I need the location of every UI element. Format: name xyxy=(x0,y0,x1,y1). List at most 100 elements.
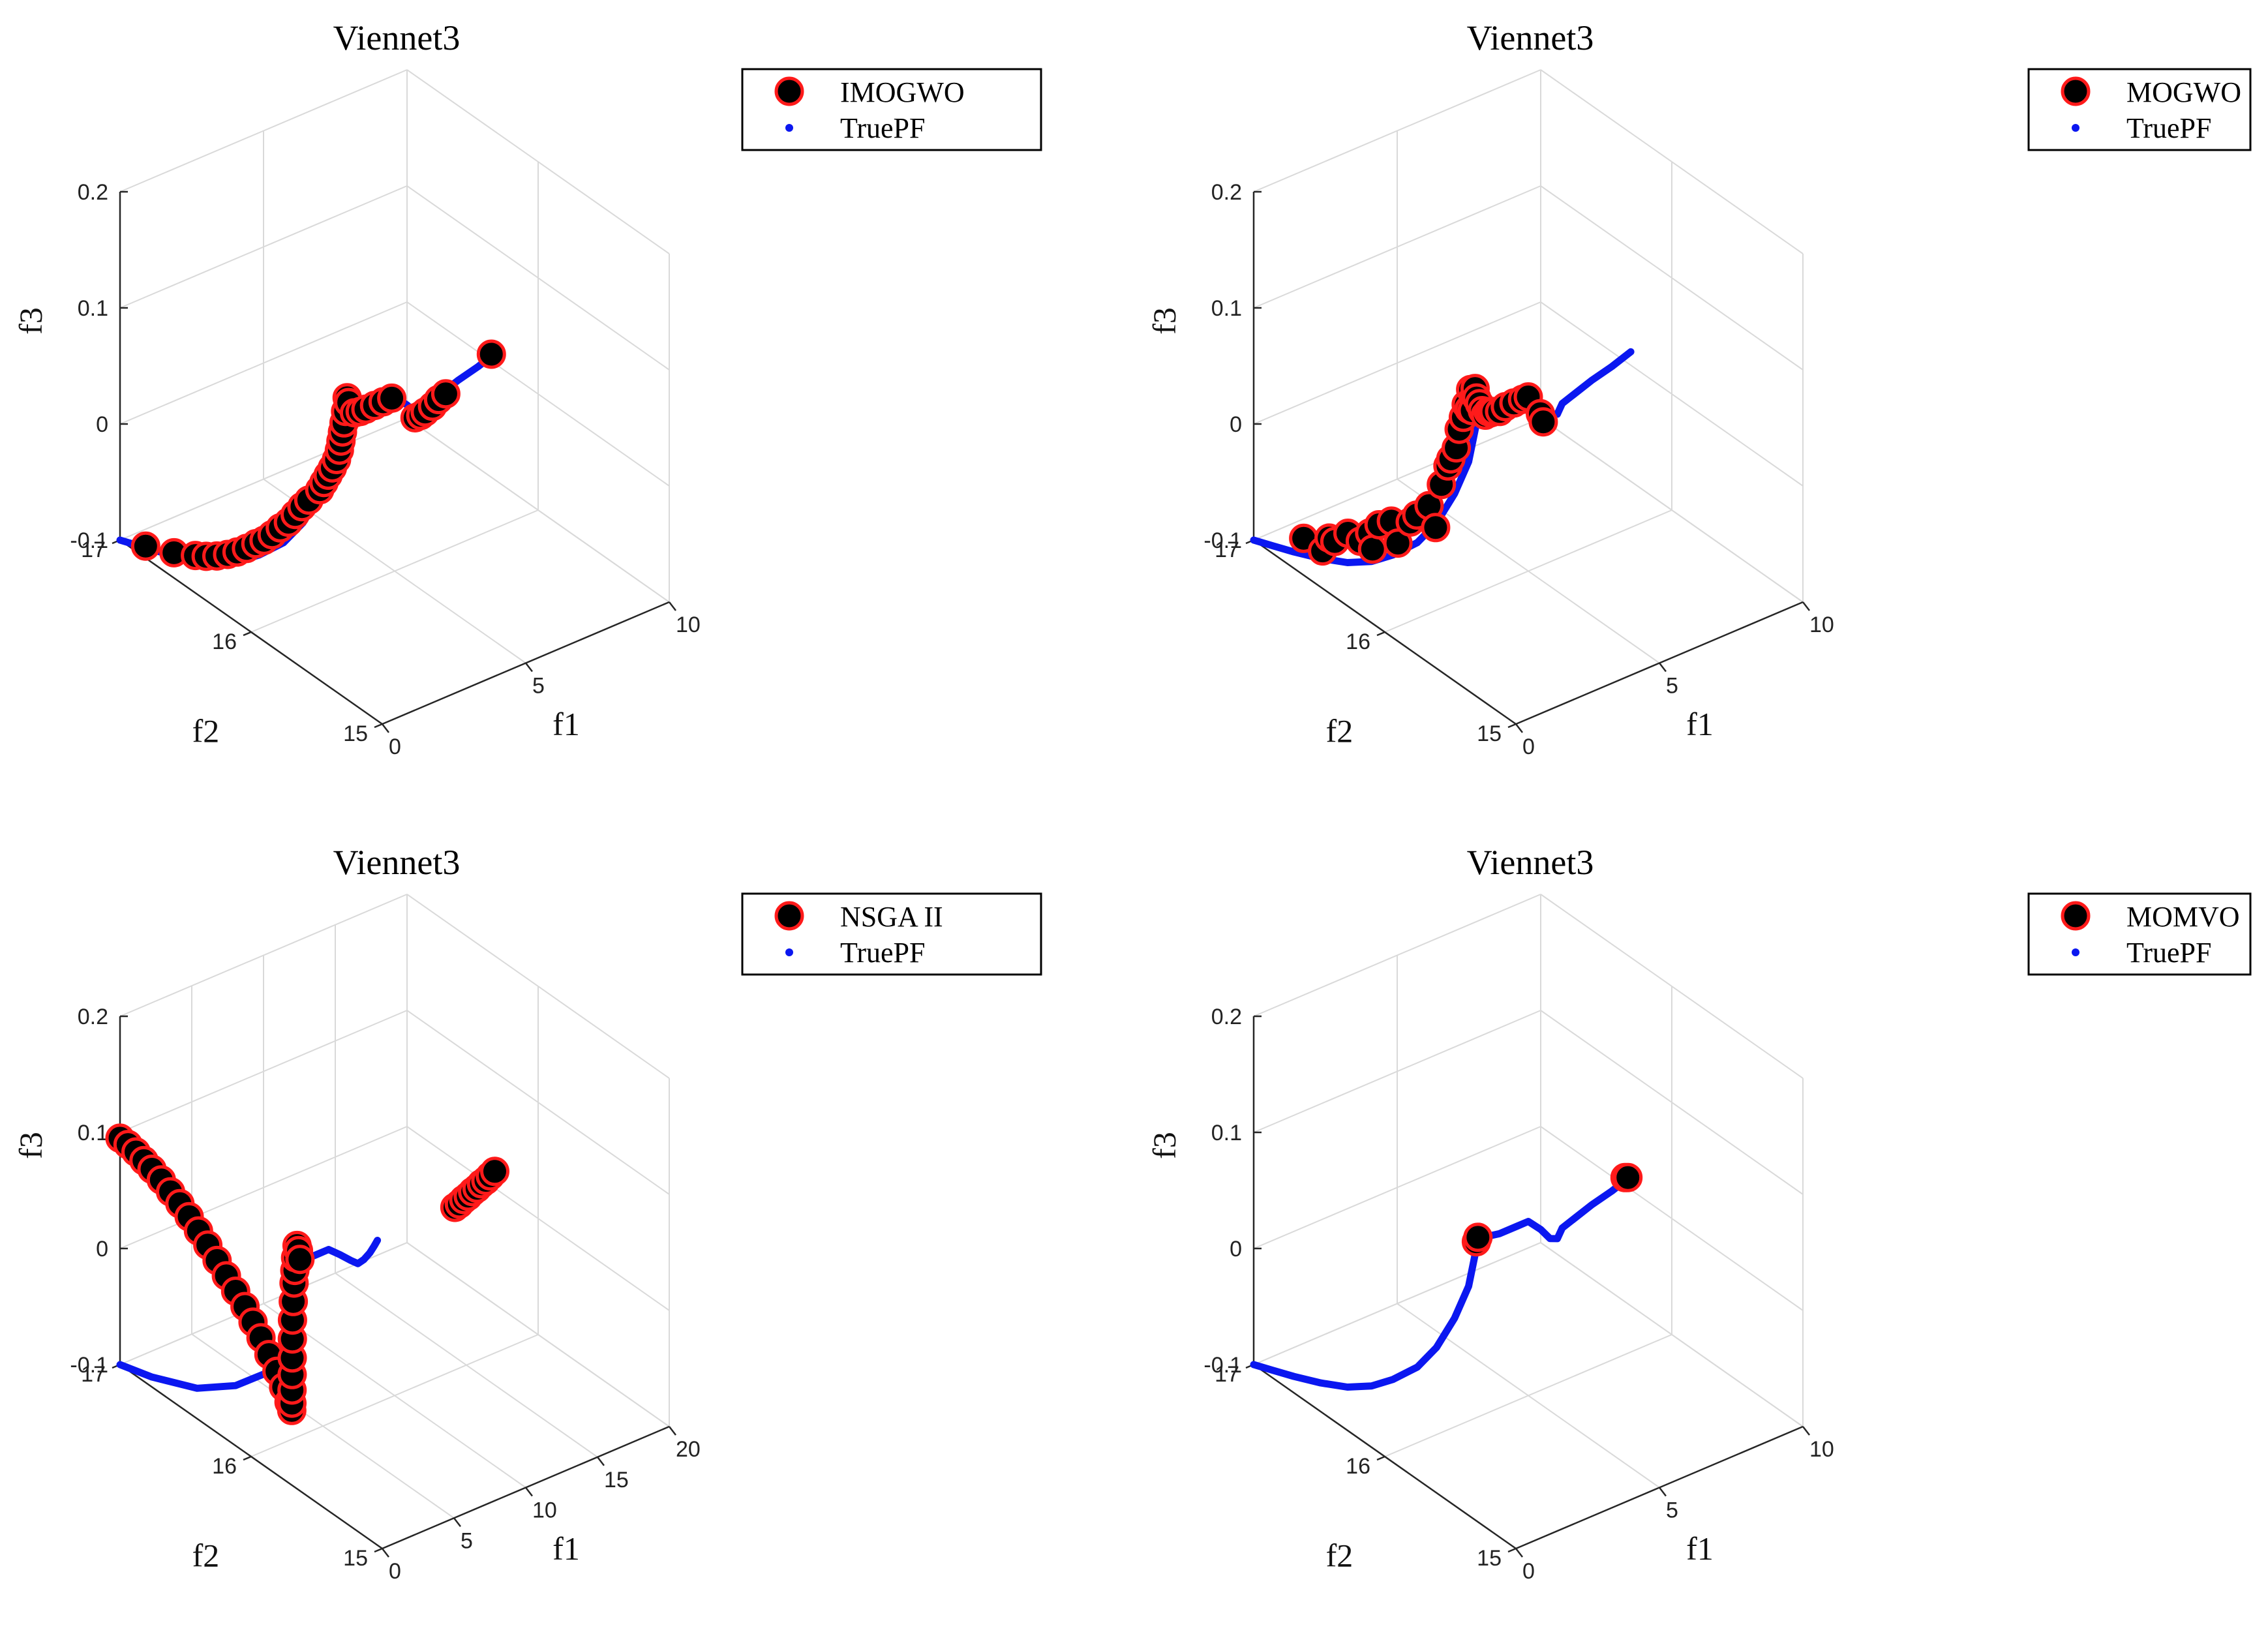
grid-line xyxy=(1253,417,1541,541)
x-tick-label: 5 xyxy=(1666,1498,1678,1523)
x-tick-label: 10 xyxy=(1809,1437,1834,1462)
y-tick-label: 15 xyxy=(343,1546,368,1571)
z-tick-label: 0.2 xyxy=(1211,180,1242,205)
y-tick-label: 16 xyxy=(212,629,237,654)
chart-panel-nsga-ii: 0 5 10 15 20 15 16 17 -0.1 0 0.1 0.2 f1 f2 f3 Viennet3 N… xyxy=(0,824,1134,1649)
x-tick-mark xyxy=(525,1487,533,1497)
x-tick-mark xyxy=(669,1426,676,1436)
chart-panel-momvo: 0 5 10 15 16 17 -0.1 0 0.1 0.2 f1 f2 f3 Viennet3 MOMVO… xyxy=(1134,824,2267,1649)
y-tick-label: 17 xyxy=(81,1362,106,1387)
z-tick-label: 0.1 xyxy=(1211,1121,1242,1145)
grid-line xyxy=(119,417,408,541)
x-tick-mark xyxy=(1515,1548,1523,1558)
x-tick-mark xyxy=(1659,662,1667,673)
x-tick-label: 10 xyxy=(532,1498,557,1523)
legend-marker-truepf xyxy=(785,948,793,956)
data-point xyxy=(285,1245,315,1275)
y-tick-mark xyxy=(1376,1455,1385,1461)
data-point xyxy=(130,531,160,561)
legend-label-points: MOMVO xyxy=(2126,901,2240,933)
y-axis-label: f2 xyxy=(192,712,220,749)
x-tick-mark xyxy=(382,723,389,733)
z-tick-label: -0.1 xyxy=(70,528,108,553)
z-tick-label: 0.1 xyxy=(78,1121,108,1145)
y-tick-label: 16 xyxy=(1346,1454,1370,1479)
data-point xyxy=(377,383,407,413)
z-tick-label: 0.2 xyxy=(78,180,108,205)
z-axis-label: f3 xyxy=(1146,1132,1183,1159)
y-tick-label: 17 xyxy=(81,537,106,562)
z-axis-label: f3 xyxy=(12,307,49,335)
y-tick-mark xyxy=(1507,723,1517,729)
y-tick-mark xyxy=(1507,1547,1517,1553)
data-point xyxy=(1383,528,1413,558)
x-axis-label: f1 xyxy=(552,1530,580,1567)
x-axis-label: f1 xyxy=(1686,706,1714,742)
legend: MOGWO TruePF xyxy=(2027,68,2252,151)
grid-line xyxy=(1384,1334,1672,1457)
legend-label-points: NSGA II xyxy=(840,901,943,933)
data-point xyxy=(1357,534,1387,564)
chart-title: Viennet3 xyxy=(333,843,461,882)
y-tick-label: 16 xyxy=(1346,629,1370,654)
data-point xyxy=(431,379,461,409)
legend-marker-truepf xyxy=(785,124,793,132)
x-tick-mark xyxy=(1515,723,1523,733)
x-tick-label: 20 xyxy=(676,1437,701,1462)
x-tick-mark xyxy=(525,662,533,673)
legend-marker-points xyxy=(2061,901,2091,931)
z-tick-label: 0 xyxy=(1230,1237,1242,1262)
x-axis-label: f1 xyxy=(552,706,580,742)
data-point xyxy=(1421,513,1451,543)
z-tick-label: 0.2 xyxy=(78,1005,108,1029)
grid-line xyxy=(1384,509,1672,633)
y-tick-label: 15 xyxy=(343,721,368,746)
x-tick-label: 0 xyxy=(1522,1559,1535,1584)
y-tick-label: 17 xyxy=(1215,1362,1239,1387)
chart-svg: 0 5 10 15 20 15 16 17-0.1 0 0.1 0.2 f1 f2 f3 Viennet3 N… xyxy=(12,843,1042,1584)
data-point xyxy=(1613,1162,1643,1192)
truepf-series-line xyxy=(1250,1172,1635,1391)
y-tick-mark xyxy=(243,1455,252,1461)
z-axis-label: f3 xyxy=(12,1132,49,1159)
x-tick-mark xyxy=(669,601,676,611)
chart-title: Viennet3 xyxy=(333,18,461,57)
x-tick-mark xyxy=(382,1548,389,1558)
x-tick-mark xyxy=(453,1517,461,1528)
y-tick-mark xyxy=(243,631,252,637)
data-point xyxy=(480,1157,509,1187)
x-tick-mark xyxy=(1802,1426,1810,1436)
legend-label-truepf: TruePF xyxy=(840,112,925,144)
chart-panel-imogwo: 0 5 10 15 16 17 -0.1 0 0.1 0.2 f1 f2 f3 Viennet3 IMOGW… xyxy=(0,0,1134,824)
chart-title: Viennet3 xyxy=(1467,18,1594,57)
chart-panel-mogwo: 0 5 10 15 16 17 -0.1 0 0.1 0.2 f1 f2 f3 Viennet3 MOGWO… xyxy=(1134,0,2267,824)
z-tick-label: 0.1 xyxy=(78,296,108,321)
data-point xyxy=(476,339,506,369)
legend: IMOGWO TruePF xyxy=(741,68,1042,151)
x-tick-mark xyxy=(1659,1487,1667,1497)
x-tick-label: 0 xyxy=(389,1559,401,1584)
legend-label-points: MOGWO xyxy=(2126,76,2241,108)
z-tick-label: -0.1 xyxy=(1203,1353,1242,1378)
z-tick-label: 0 xyxy=(96,1237,108,1262)
z-tick-label: 0.2 xyxy=(1211,1005,1242,1029)
legend-marker-points xyxy=(2061,76,2091,106)
y-axis-label: f2 xyxy=(1326,712,1353,749)
x-tick-label: 10 xyxy=(1809,613,1834,637)
data-point xyxy=(1528,407,1558,437)
x-tick-label: 10 xyxy=(676,613,701,637)
z-tick-label: 0 xyxy=(1230,412,1242,437)
y-tick-label: 16 xyxy=(212,1454,237,1479)
legend-marker-truepf xyxy=(2072,124,2079,132)
z-tick-label: 0.1 xyxy=(1211,296,1242,321)
chart-svg: 0 5 10 15 16 17-0.1 0 0.1 0.2 f1 f2 f3 Viennet3 IMOGW… xyxy=(12,18,1042,759)
x-tick-label: 5 xyxy=(1666,674,1678,699)
x-tick-label: 0 xyxy=(389,734,401,759)
y-axis-label: f2 xyxy=(192,1537,220,1573)
legend-label-truepf: TruePF xyxy=(840,937,925,969)
legend-label-truepf: TruePF xyxy=(2126,112,2211,144)
y-tick-mark xyxy=(374,1547,383,1553)
legend-label-truepf: TruePF xyxy=(2126,937,2211,969)
y-tick-label: 15 xyxy=(1477,721,1502,746)
